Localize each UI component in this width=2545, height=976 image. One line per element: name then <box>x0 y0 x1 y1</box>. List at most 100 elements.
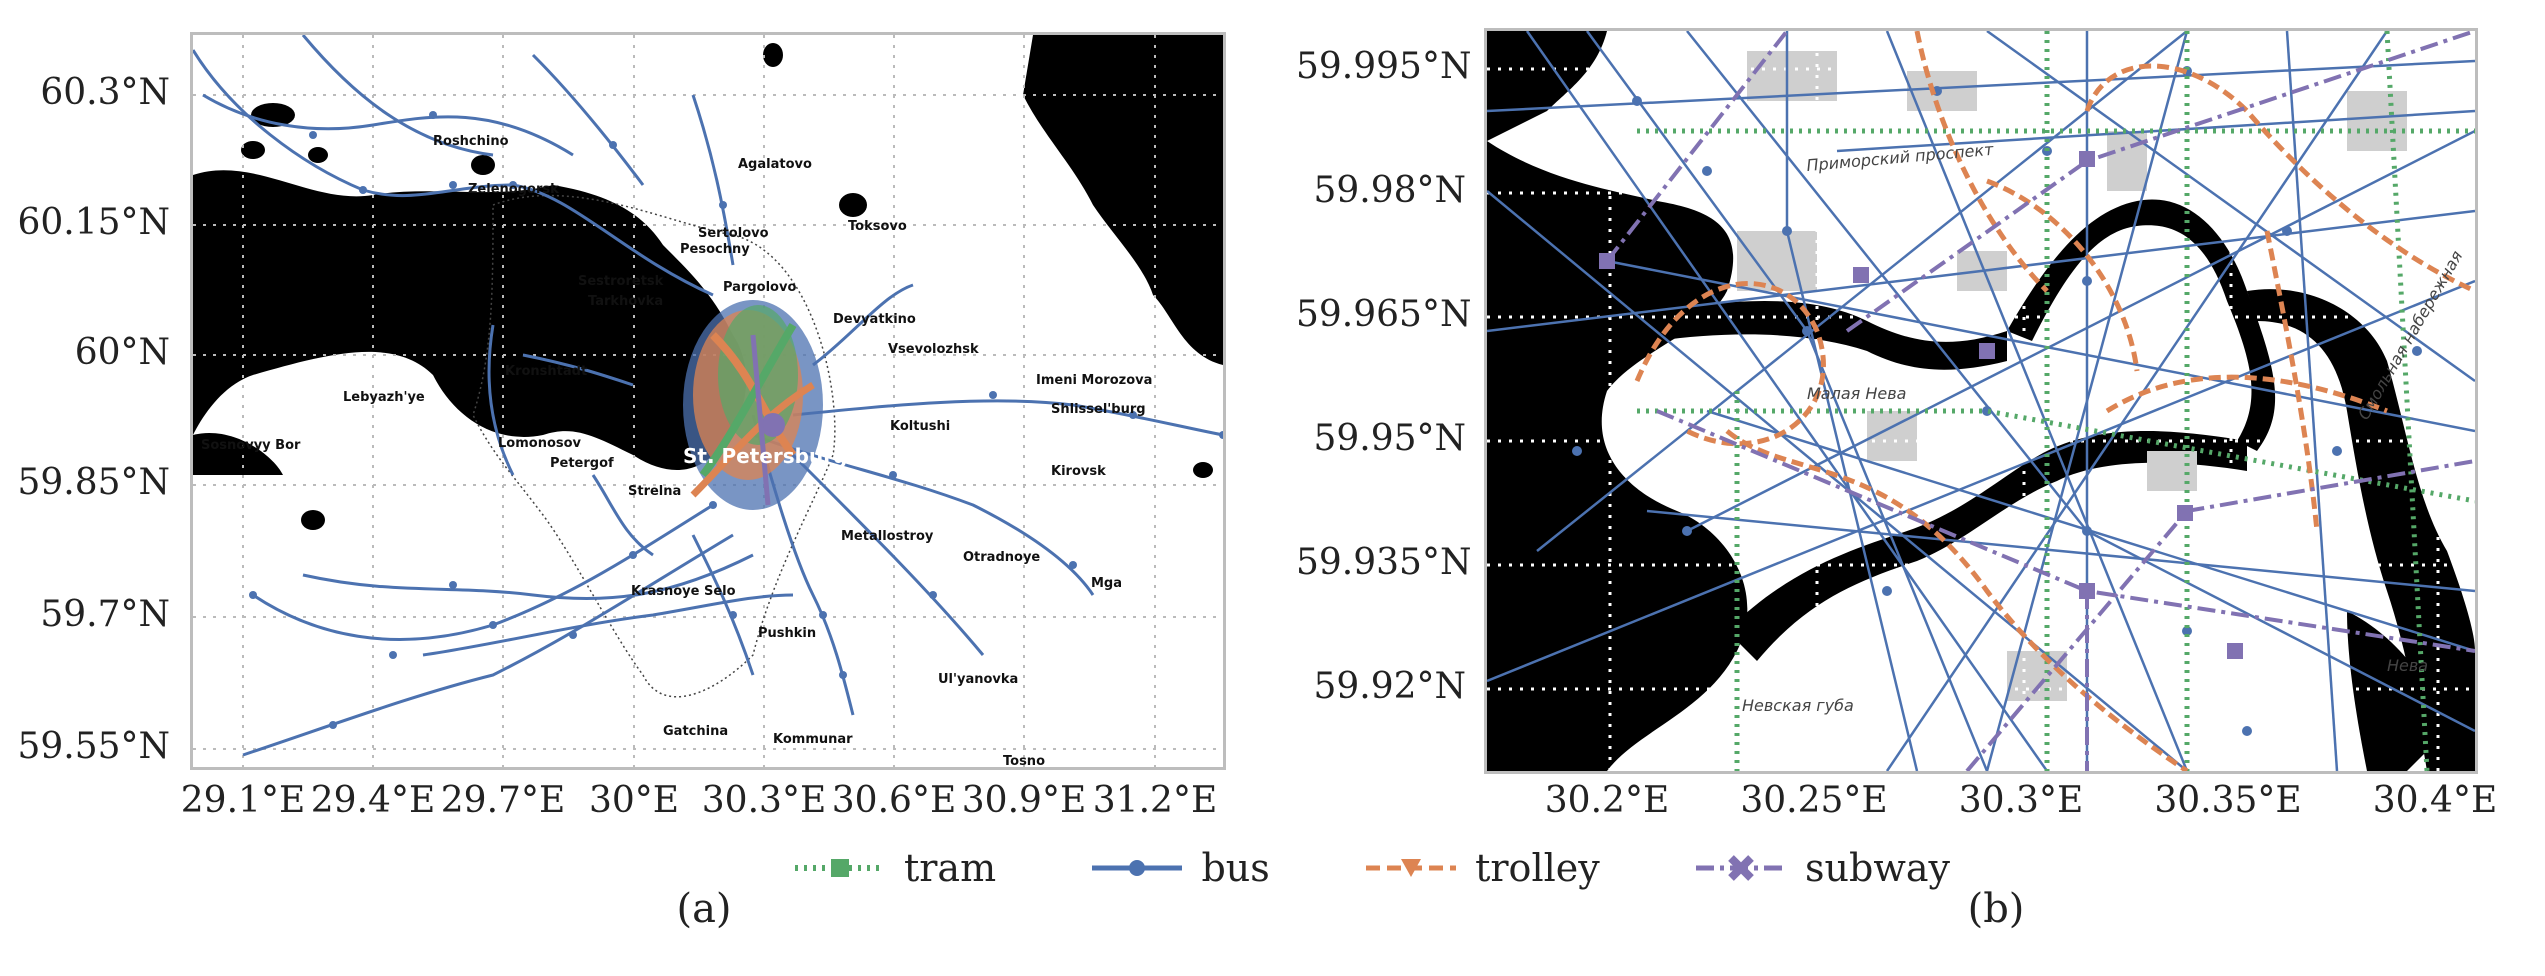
legend-item-subway: subway <box>1691 846 1950 890</box>
panel-a-bus-stops <box>249 111 1223 729</box>
place-label: Metallostroy <box>841 529 934 544</box>
panel-b-bus-lines <box>1487 31 2475 771</box>
panel-b-xtick: 30.25°E <box>1740 780 1888 821</box>
lake-3 <box>308 147 328 163</box>
panel-b-map-svg: Малая Нева Невская губа Нева Смольная на… <box>1487 31 2475 771</box>
map-label: Нева <box>2387 656 2428 675</box>
place-label: Ul'yanovka <box>938 672 1018 687</box>
legend-item-tram: tram <box>790 846 996 890</box>
panel-b-caption: (b) <box>1967 886 2025 932</box>
place-label: Koltushi <box>890 419 950 434</box>
place-label: Gatchina <box>663 724 728 739</box>
panel-a-xtick: 29.7°E <box>440 780 566 821</box>
trolley-legend-swatch <box>1366 859 1457 877</box>
legend: tram bus trolley subway <box>790 838 1950 898</box>
panel-a-xtick: 29.4°E <box>310 780 436 821</box>
panel-b-ytick: 59.995°N <box>1296 46 1472 87</box>
gulf-main <box>1487 141 1748 771</box>
lake-2 <box>241 141 265 159</box>
place-label: Roshchino <box>433 134 509 149</box>
place-label: Pargolovo <box>723 280 796 295</box>
map-label: Невская губа <box>1742 696 1854 715</box>
legend-label: trolley <box>1475 846 1600 890</box>
panel-a-xtick: 30.9°E <box>961 780 1087 821</box>
place-label: Tarkhovka <box>588 294 663 309</box>
legend-item-trolley: trolley <box>1361 846 1600 890</box>
panel-a-ytick: 60°N <box>74 332 170 373</box>
place-label: Sertolovo <box>698 226 769 241</box>
legend-label: bus <box>1201 846 1270 890</box>
gulf-south-coast <box>193 433 283 475</box>
gulf-of-finland <box>193 170 747 470</box>
place-label: Mga <box>1091 576 1122 591</box>
place-label: St. Petersburg <box>683 444 847 468</box>
panel-a-xtick: 30°E <box>588 780 680 821</box>
lake-6 <box>763 43 783 67</box>
place-label: Otradnoye <box>963 550 1040 565</box>
place-label: Lomonosov <box>498 436 582 451</box>
subway-legend-swatch <box>1696 855 1787 881</box>
place-label: Sosnovyy Bor <box>201 438 301 453</box>
place-label: Kirovsk <box>1051 464 1106 479</box>
panel-b-tram-lines <box>1637 31 2475 771</box>
place-label: Toksovo <box>848 219 907 234</box>
place-label: Krasnoye Selo <box>631 584 736 599</box>
place-label: Devyatkino <box>833 312 916 327</box>
panel-b-ytick: 59.965°N <box>1296 294 1472 335</box>
panel-a-ytick: 59.55°N <box>17 726 170 767</box>
panel-a-ytick: 60.15°N <box>17 202 170 243</box>
place-label: Imeni Morozova <box>1036 373 1152 388</box>
lake-ladoga <box>1023 35 1223 365</box>
place-label: Zelenogorsk <box>468 182 559 197</box>
panel-a-ytick: 59.85°N <box>17 462 170 503</box>
panel-b-map: Малая Нева Невская губа Нева Смольная на… <box>1484 28 2478 774</box>
lake-4 <box>471 155 495 175</box>
panel-b-ytick: 59.935°N <box>1296 542 1472 583</box>
place-label: Petergof <box>550 456 614 471</box>
panel-b-ytick: 59.98°N <box>1313 170 1466 211</box>
panel-a-map: Roshchino Zelenogorsk Agalatovo Toksovo … <box>190 32 1226 770</box>
panel-a-xtick: 31.2°E <box>1092 780 1218 821</box>
panel-b-subway-stations <box>1599 151 2243 659</box>
place-label: Kommunar <box>773 732 853 747</box>
panel-b-xtick: 30.2°E <box>1544 780 1670 821</box>
panel-a-grid <box>193 35 1223 767</box>
lake-7 <box>301 510 325 530</box>
panel-a-caption: (a) <box>676 886 732 932</box>
panel-b-trolley-lines <box>1634 31 2475 771</box>
panel-a-place-labels: Roshchino Zelenogorsk Agalatovo Toksovo … <box>201 134 1152 767</box>
panel-b-xtick: 30.35°E <box>2154 780 2302 821</box>
place-label: Tosno <box>1003 754 1045 767</box>
lake-8 <box>1193 462 1213 478</box>
place-label: Kronshtadt <box>505 364 587 379</box>
tram-legend-swatch <box>795 859 885 877</box>
panel-a-water <box>193 35 1223 530</box>
panel-a-ytick: 59.7°N <box>40 594 170 635</box>
panel-a-map-svg: Roshchino Zelenogorsk Agalatovo Toksovo … <box>193 35 1223 767</box>
lake-5 <box>839 193 867 217</box>
panel-a-xtick: 29.1°E <box>180 780 306 821</box>
gulf-upper <box>1487 31 1607 141</box>
bus-legend-swatch <box>1092 860 1183 876</box>
panel-b-ytick: 59.92°N <box>1313 666 1466 707</box>
malaya-neva <box>1647 301 2007 370</box>
place-label: Strelna <box>628 484 681 499</box>
place-label: Shlissel'burg <box>1051 402 1146 417</box>
panel-b-xtick: 30.4°E <box>2372 780 2498 821</box>
place-label: Agalatovo <box>738 157 812 172</box>
panel-a-city-core <box>683 300 823 510</box>
place-label: Pushkin <box>758 626 816 641</box>
map-label: Малая Нева <box>1807 384 1906 403</box>
panel-b-ytick: 59.95°N <box>1313 418 1466 459</box>
legend-item-bus: bus <box>1087 846 1270 890</box>
neva-east <box>2247 289 2475 771</box>
place-label: Sestroretsk <box>578 274 664 289</box>
panel-a-xtick: 30.3°E <box>701 780 827 821</box>
neva-bend <box>2007 199 2276 451</box>
legend-label: subway <box>1805 846 1950 890</box>
city-boundary <box>472 194 836 698</box>
panel-a-ytick: 60.3°N <box>40 72 170 113</box>
legend-label: tram <box>904 846 997 890</box>
panel-b-xtick: 30.3°E <box>1958 780 2084 821</box>
place-label: Pesochny <box>680 242 750 257</box>
